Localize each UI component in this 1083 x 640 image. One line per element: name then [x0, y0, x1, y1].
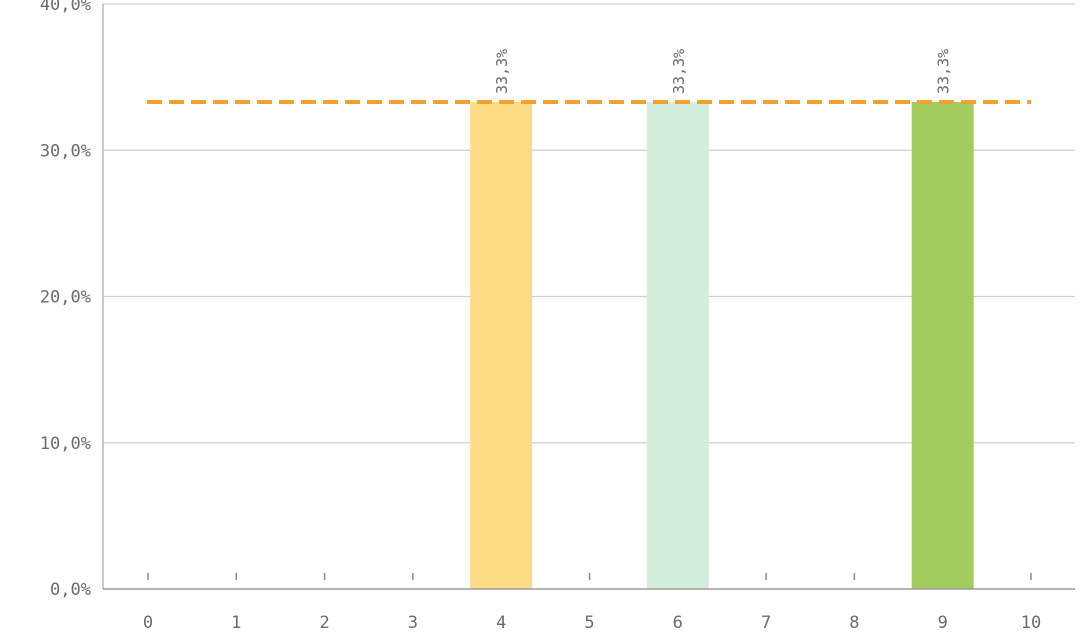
- y-tick-label: 0,0%: [50, 580, 91, 600]
- data-label-6: 33,3%: [670, 49, 688, 94]
- y-tick-label: 20,0%: [40, 288, 91, 308]
- y-tick-label: 10,0%: [40, 434, 91, 454]
- axes: [102, 4, 1075, 590]
- x-tick-label: 0: [143, 613, 153, 633]
- bars: [147, 99, 1031, 590]
- y-tick-label: 40,0%: [40, 0, 91, 15]
- x-tick-label: 10: [1021, 613, 1041, 633]
- x-tick-label: 4: [496, 613, 506, 633]
- data-label-9: 33,3%: [935, 49, 953, 94]
- y-tick-label: 30,0%: [40, 141, 91, 161]
- data-label-4: 33,3%: [493, 49, 511, 94]
- x-tick-label: 5: [584, 613, 594, 633]
- labels: 0,0% 10,0% 20,0% 30,0% 40,0% 0 1 2 3 33,3% 4 5 33,3%…: [40, 0, 1041, 633]
- x-tick-label: 9: [938, 613, 948, 633]
- bar-6: [646, 101, 709, 590]
- x-tick-label: 7: [761, 613, 771, 633]
- x-tick-label: 1: [231, 613, 241, 633]
- x-tick-label: 3: [408, 613, 418, 633]
- bar-9: [911, 101, 974, 590]
- x-tick-label: 6: [673, 613, 683, 633]
- bar-4: [470, 101, 533, 590]
- x-tick-label: 2: [319, 613, 329, 633]
- x-tick-label: 8: [849, 613, 859, 633]
